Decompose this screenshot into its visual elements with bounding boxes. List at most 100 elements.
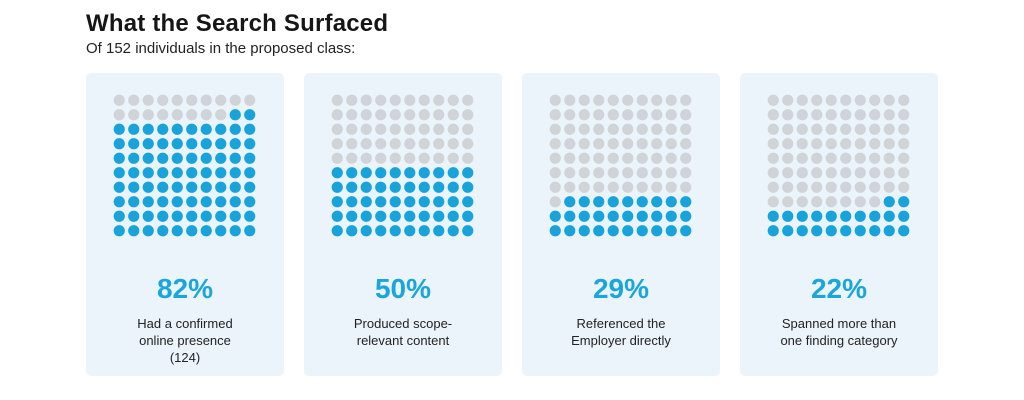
waffle-dot-empty (636, 109, 648, 121)
waffle-dot-filled (215, 123, 227, 135)
waffle-dot-filled (171, 181, 183, 193)
waffle-dot-filled (142, 152, 154, 164)
waffle-dot-empty (142, 109, 154, 121)
waffle-dot-filled (142, 210, 154, 222)
waffle-dot-filled (636, 210, 648, 222)
waffle-dot-empty (898, 138, 910, 150)
waffle-dot-filled (767, 225, 779, 237)
waffle-grid-3 (548, 93, 693, 238)
waffle-dot-empty (680, 109, 692, 121)
waffle-dot-filled (665, 210, 677, 222)
waffle-dot-filled (418, 210, 430, 222)
waffle-dot-empty (767, 94, 779, 106)
chart-title: What the Search Surfaced (86, 10, 389, 37)
waffle-dot-empty (854, 167, 866, 179)
waffle-dot-filled (622, 210, 634, 222)
waffle-dot-empty (680, 94, 692, 106)
waffle-dot-empty (636, 138, 648, 150)
waffle-dot-empty (404, 138, 416, 150)
waffle-dot-empty (549, 181, 561, 193)
waffle-dot-filled (883, 196, 895, 208)
waffle-dot-empty (665, 167, 677, 179)
waffle-dot-empty (462, 94, 474, 106)
waffle-dot-filled (869, 210, 881, 222)
waffle-dot-empty (593, 123, 605, 135)
waffle-dot-filled (331, 167, 343, 179)
waffle-dot-filled (665, 225, 677, 237)
waffle-dot-filled (215, 138, 227, 150)
waffle-dot-filled (346, 210, 358, 222)
waffle-dot-filled (825, 225, 837, 237)
waffle-dot-empty (346, 138, 358, 150)
waffle-dot-empty (360, 138, 372, 150)
waffle-dot-empty (869, 123, 881, 135)
waffle-dot-empty (811, 94, 823, 106)
waffle-dot-filled (200, 138, 212, 150)
waffle-dot-filled (157, 123, 169, 135)
waffle-dot-filled (142, 167, 154, 179)
waffle-dot-filled (128, 138, 140, 150)
waffle-dot-empty (811, 109, 823, 121)
waffle-dot-empty (651, 109, 663, 121)
waffle-dot-empty (767, 123, 779, 135)
waffle-dot-filled (825, 210, 837, 222)
waffle-dot-empty (767, 196, 779, 208)
waffle-dot-empty (578, 181, 590, 193)
waffle-dot-empty (564, 109, 576, 121)
waffle-dot-filled (593, 196, 605, 208)
caption-1: Had a confirmed online presence (124) (96, 315, 274, 366)
waffle-dot-empty (665, 109, 677, 121)
waffle-dot-empty (854, 138, 866, 150)
waffle-dot-filled (113, 181, 125, 193)
waffle-card-1: 82% Had a confirmed online presence (124… (86, 73, 284, 376)
waffle-dot-filled (651, 225, 663, 237)
caption-4: Spanned more than one finding category (750, 315, 928, 349)
waffle-dot-empty (157, 109, 169, 121)
waffle-cards: 82% Had a confirmed online presence (124… (86, 73, 938, 376)
waffle-dot-empty (346, 123, 358, 135)
waffle-dot-empty (854, 94, 866, 106)
waffle-dot-empty (898, 94, 910, 106)
waffle-dot-empty (796, 109, 808, 121)
waffle-dot-filled (157, 138, 169, 150)
waffle-dot-filled (142, 138, 154, 150)
waffle-dot-filled (607, 225, 619, 237)
waffle-dot-empty (767, 138, 779, 150)
waffle-dot-empty (404, 94, 416, 106)
waffle-dot-empty (578, 167, 590, 179)
waffle-dot-empty (433, 138, 445, 150)
percent-label-2: 50% (374, 273, 432, 304)
waffle-dot-empty (564, 152, 576, 164)
waffle-dot-filled (447, 210, 459, 222)
waffle-dot-empty (418, 123, 430, 135)
waffle-dot-empty (360, 94, 372, 106)
waffle-dot-empty (796, 138, 808, 150)
waffle-dot-filled (433, 196, 445, 208)
waffle-dot-filled (244, 152, 256, 164)
waffle-dot-empty (157, 94, 169, 106)
waffle-dot-empty (651, 123, 663, 135)
waffle-dot-empty (331, 109, 343, 121)
waffle-dot-empty (898, 152, 910, 164)
waffle-dot-empty (767, 109, 779, 121)
waffle-dot-filled (433, 210, 445, 222)
waffle-dot-empty (549, 138, 561, 150)
waffle-dot-empty (622, 167, 634, 179)
waffle-dot-empty (651, 152, 663, 164)
waffle-dot-empty (854, 109, 866, 121)
waffle-dot-empty (433, 123, 445, 135)
waffle-dot-filled (418, 181, 430, 193)
waffle-dot-empty (578, 138, 590, 150)
waffle-dot-empty (811, 123, 823, 135)
waffle-dot-empty (549, 94, 561, 106)
waffle-dot-filled (462, 196, 474, 208)
waffle-dot-filled (186, 152, 198, 164)
waffle-dot-empty (636, 123, 648, 135)
waffle-dot-empty (665, 181, 677, 193)
waffle-dot-filled (200, 123, 212, 135)
waffle-dot-filled (447, 181, 459, 193)
waffle-dot-filled (433, 167, 445, 179)
waffle-dot-empty (854, 152, 866, 164)
waffle-dot-filled (549, 210, 561, 222)
waffle-dot-filled (113, 167, 125, 179)
